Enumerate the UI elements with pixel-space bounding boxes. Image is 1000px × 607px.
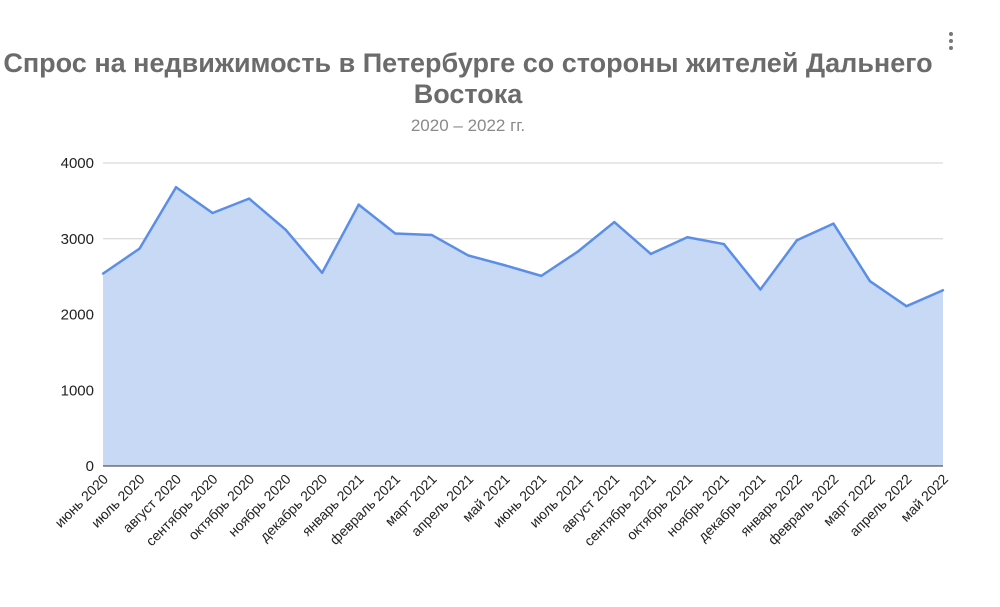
y-tick-label: 4000	[61, 155, 94, 172]
data-point	[247, 197, 251, 200]
y-tick-label: 3000	[61, 231, 94, 248]
data-point	[941, 289, 945, 292]
data-point	[613, 220, 616, 224]
series-line	[102, 185, 944, 308]
data-point	[101, 272, 105, 275]
y-tick-label: 0	[86, 458, 94, 475]
data-point	[211, 211, 214, 215]
data-point	[905, 304, 908, 308]
data-point	[430, 233, 433, 237]
y-tick-label: 2000	[61, 307, 94, 324]
data-point	[868, 279, 872, 283]
data-point	[576, 250, 579, 253]
data-point	[393, 232, 397, 235]
data-point	[503, 264, 506, 267]
data-point	[138, 247, 141, 250]
data-point	[759, 288, 762, 291]
data-point	[284, 228, 287, 231]
area-fill	[103, 187, 943, 467]
data-point	[722, 242, 726, 246]
data-point	[320, 271, 324, 275]
data-point	[540, 274, 543, 278]
y-tick-label: 1000	[61, 382, 94, 399]
data-point	[649, 252, 653, 256]
data-point	[795, 239, 799, 242]
data-point	[357, 203, 360, 206]
chart-title: Спрос на недвижимость в Петербурге со ст…	[3, 48, 933, 109]
chart-subtitle: 2020 – 2022 гг.	[410, 116, 526, 135]
more-vert-icon[interactable]	[944, 30, 958, 56]
data-point	[467, 254, 470, 257]
data-point	[174, 186, 178, 189]
data-point	[832, 222, 835, 225]
data-point	[686, 236, 689, 239]
